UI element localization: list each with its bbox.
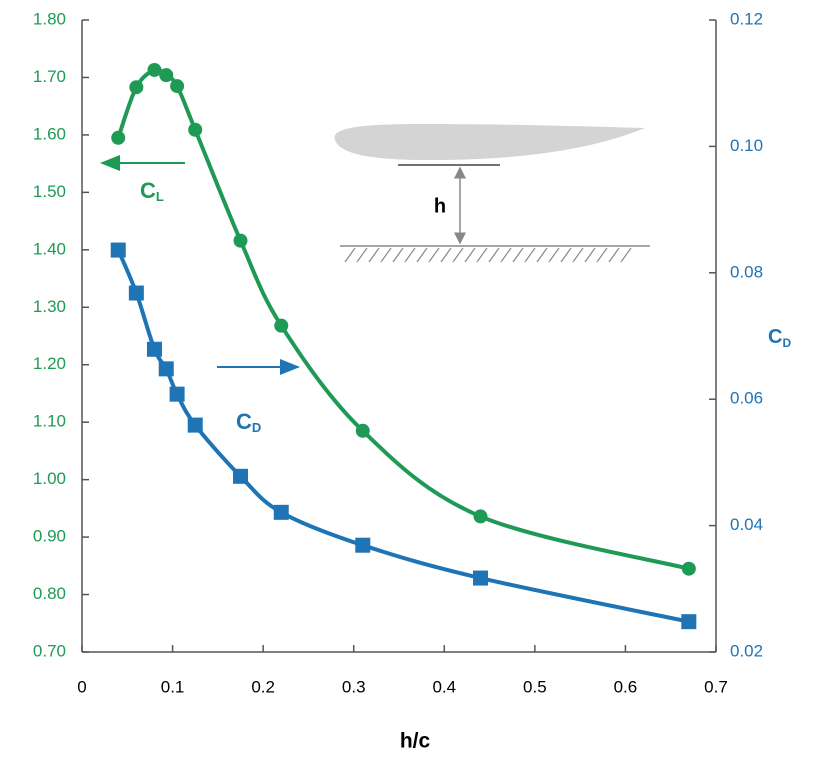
data-point	[187, 417, 203, 433]
x-tick-label: 0.7	[704, 677, 728, 696]
data-point	[188, 122, 203, 137]
axis-label-text: C	[768, 326, 782, 348]
data-point	[147, 62, 162, 77]
data-point	[681, 561, 696, 576]
x-tick-label: 0.3	[342, 677, 366, 696]
data-point	[169, 386, 185, 402]
y-tick-label: 1.00	[33, 469, 66, 488]
y-tick-label: 1.10	[33, 412, 66, 431]
data-point	[233, 468, 248, 484]
annotation-subscript: D	[252, 420, 261, 435]
annotation-text: C	[236, 409, 252, 434]
cl-annotation: CL	[140, 178, 164, 205]
data-point	[170, 79, 185, 94]
series-line	[116, 249, 690, 624]
y-tick-label: 1.50	[33, 182, 66, 201]
y-tick-label: 1.30	[33, 297, 66, 316]
x-axis-label: h/c	[400, 730, 431, 753]
y2-tick-label: 0.12	[730, 9, 763, 28]
data-point	[681, 614, 697, 630]
y-tick-label: 0.90	[33, 527, 66, 546]
y-tick-label: 0.70	[33, 641, 66, 660]
annotation-subscript: L	[156, 189, 164, 204]
y-tick-label: 1.80	[33, 9, 66, 28]
x-tick-label: 0	[77, 677, 86, 696]
y2-tick-label: 0.02	[730, 641, 763, 660]
axis-label-subscript: D	[782, 336, 791, 350]
annotation-text: C	[140, 178, 156, 203]
y-tick-label: 1.70	[33, 67, 66, 86]
y-tick-label: 1.20	[33, 354, 66, 373]
data-point	[158, 361, 174, 377]
data-point	[473, 570, 489, 586]
x-tick-label: 0.5	[523, 677, 547, 696]
inset-diagram	[334, 124, 650, 263]
data-point	[355, 537, 371, 553]
y2-tick-label: 0.06	[730, 389, 763, 408]
x-tick-label: 0.2	[251, 677, 275, 696]
y-tick-label: 1.40	[33, 239, 66, 258]
data-point	[128, 285, 144, 301]
data-point	[274, 318, 289, 333]
data-point	[159, 68, 174, 83]
x-tick-label: 0.6	[614, 677, 638, 696]
x-tick-label: 0.4	[432, 677, 456, 696]
y2-axis-label: CD	[768, 326, 791, 350]
data-point	[273, 504, 289, 520]
inset-label: h	[434, 195, 446, 217]
data-point	[233, 233, 248, 248]
y2-tick-label: 0.08	[730, 262, 763, 281]
axes	[81, 20, 717, 653]
y2-tick-label: 0.10	[730, 136, 763, 155]
data-point	[129, 80, 144, 95]
y-tick-label: 1.60	[33, 124, 66, 143]
y-tick-label: 0.80	[33, 584, 66, 603]
y2-tick-label: 0.04	[730, 515, 763, 534]
data-point	[146, 341, 162, 357]
x-tick-label: 0.1	[161, 677, 185, 696]
cd-annotation: CD	[236, 409, 261, 436]
data-point	[111, 130, 126, 145]
data-point	[355, 423, 370, 438]
data-point	[473, 509, 488, 524]
data-point	[110, 242, 126, 258]
